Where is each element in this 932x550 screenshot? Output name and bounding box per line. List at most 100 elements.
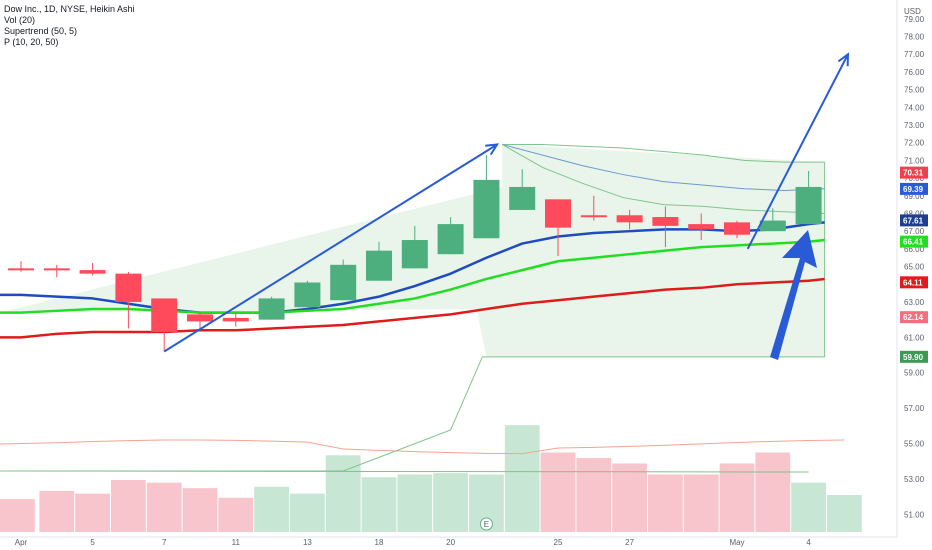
price-badge-label: 70.31 <box>903 169 924 178</box>
price-badge-label: 69.39 <box>903 185 924 194</box>
y-tick-label: 51.00 <box>904 510 925 519</box>
red-ma-line <box>0 277 825 339</box>
x-tick-label: 7 <box>162 538 167 547</box>
candle-body[interactable] <box>545 199 571 228</box>
volume-bar <box>182 488 218 532</box>
y-tick-label: 78.00 <box>904 33 925 42</box>
volume-bar <box>433 473 468 532</box>
volume-bar <box>39 490 75 532</box>
volume-bar <box>254 486 289 532</box>
x-tick-label: 11 <box>232 538 241 547</box>
y-tick-label: 79.00 <box>904 15 925 24</box>
highlight-arrow[interactable] <box>770 230 817 360</box>
volume-bar <box>540 452 576 532</box>
y-tick-label: 63.00 <box>904 298 925 307</box>
price-badge-label: 62.14 <box>903 313 924 322</box>
y-tick-label: 72.00 <box>904 139 925 148</box>
y-tick-label: 59.00 <box>904 369 925 378</box>
volume-bar <box>827 495 862 532</box>
trend-arrow-line[interactable] <box>163 143 498 353</box>
volume-bar <box>719 463 755 532</box>
y-tick-label: 69.00 <box>904 192 925 201</box>
candle-body[interactable] <box>258 298 285 320</box>
y-tick-label: 66.00 <box>904 245 925 254</box>
candle-body[interactable] <box>724 222 750 235</box>
candle-body[interactable] <box>401 240 428 269</box>
volume-bar <box>576 458 612 532</box>
candle-body[interactable] <box>151 298 178 333</box>
symbol-title[interactable]: Dow Inc., 1D, NYSE, Heikin Ashi <box>4 4 135 14</box>
y-tick-label: 77.00 <box>904 50 925 59</box>
candle-body[interactable] <box>580 215 607 218</box>
y-tick-label: 57.00 <box>904 404 925 413</box>
volume-ma-line <box>0 439 845 455</box>
price-badge-label: 64.11 <box>903 278 923 287</box>
volume-bar <box>612 463 647 532</box>
candle-body[interactable] <box>759 220 786 232</box>
volume-bar <box>397 474 433 532</box>
candle-body[interactable] <box>616 215 643 223</box>
channel-mid-line <box>502 143 825 191</box>
candle-body[interactable] <box>652 217 679 226</box>
p-indicator-label[interactable]: P (10, 20, 50) <box>4 37 59 47</box>
price-badge <box>900 182 928 195</box>
x-tick-label: Apr <box>15 538 28 547</box>
y-tick-label: 76.00 <box>904 68 925 77</box>
volume-bar <box>791 482 826 532</box>
candle-body[interactable] <box>473 179 500 239</box>
x-tick-label: 27 <box>625 538 634 547</box>
price-badge <box>900 276 928 289</box>
volume-bar <box>75 493 110 532</box>
candle-body[interactable] <box>43 268 70 271</box>
trend-arrow-head <box>485 143 500 156</box>
price-badge-label: 66.41 <box>903 238 924 247</box>
price-badge-label: 59.90 <box>903 353 924 362</box>
candle-body[interactable] <box>330 264 357 301</box>
channel-upper-line <box>502 143 825 163</box>
volume-bar <box>111 479 146 532</box>
candle-body[interactable] <box>366 250 392 281</box>
currency-label: USD <box>904 7 921 16</box>
vol-indicator-label[interactable]: Vol (20) <box>4 15 36 25</box>
candle-body[interactable] <box>688 224 715 230</box>
x-tick-label: 4 <box>806 538 811 547</box>
supertrend-base-line <box>0 470 809 473</box>
volume-bar <box>361 477 397 532</box>
candle-body[interactable] <box>222 317 249 322</box>
price-badge <box>900 311 928 324</box>
price-badge <box>900 214 928 227</box>
candle-body[interactable] <box>115 273 142 302</box>
earnings-marker-icon[interactable] <box>479 517 493 531</box>
candle-body[interactable] <box>294 282 321 308</box>
price-badge <box>900 166 928 179</box>
y-tick-label: 53.00 <box>904 475 925 484</box>
x-tick-label: 13 <box>303 538 312 547</box>
y-tick-label: 65.00 <box>904 263 925 272</box>
trend-arrow-line[interactable] <box>746 53 849 250</box>
y-tick-label: 73.00 <box>904 121 925 130</box>
candle-body[interactable] <box>187 314 213 322</box>
price-badge <box>900 350 928 363</box>
volume-bar <box>0 499 35 532</box>
x-tick-label: May <box>729 538 744 547</box>
supertrend-indicator-label[interactable]: Supertrend (50, 5) <box>4 26 78 36</box>
volume-bar <box>648 474 683 532</box>
candle-body[interactable] <box>437 224 464 255</box>
channel-inner-line <box>501 144 825 214</box>
candle-body[interactable] <box>509 186 536 210</box>
y-tick-label: 75.00 <box>904 86 925 95</box>
y-tick-label: 68.00 <box>904 209 925 218</box>
volume-bar <box>504 425 540 532</box>
candle-body[interactable] <box>8 268 34 271</box>
trend-arrow-head <box>837 52 850 67</box>
x-tick-label: 25 <box>554 538 563 547</box>
y-tick-label: 55.00 <box>904 440 925 449</box>
y-tick-label: 61.00 <box>904 333 925 342</box>
volume-bar <box>218 497 254 532</box>
volume-bar <box>146 482 182 532</box>
x-tick-label: 18 <box>375 538 384 547</box>
volume-bar <box>325 455 361 532</box>
candle-body[interactable] <box>79 270 106 274</box>
candle-body[interactable] <box>795 186 822 225</box>
